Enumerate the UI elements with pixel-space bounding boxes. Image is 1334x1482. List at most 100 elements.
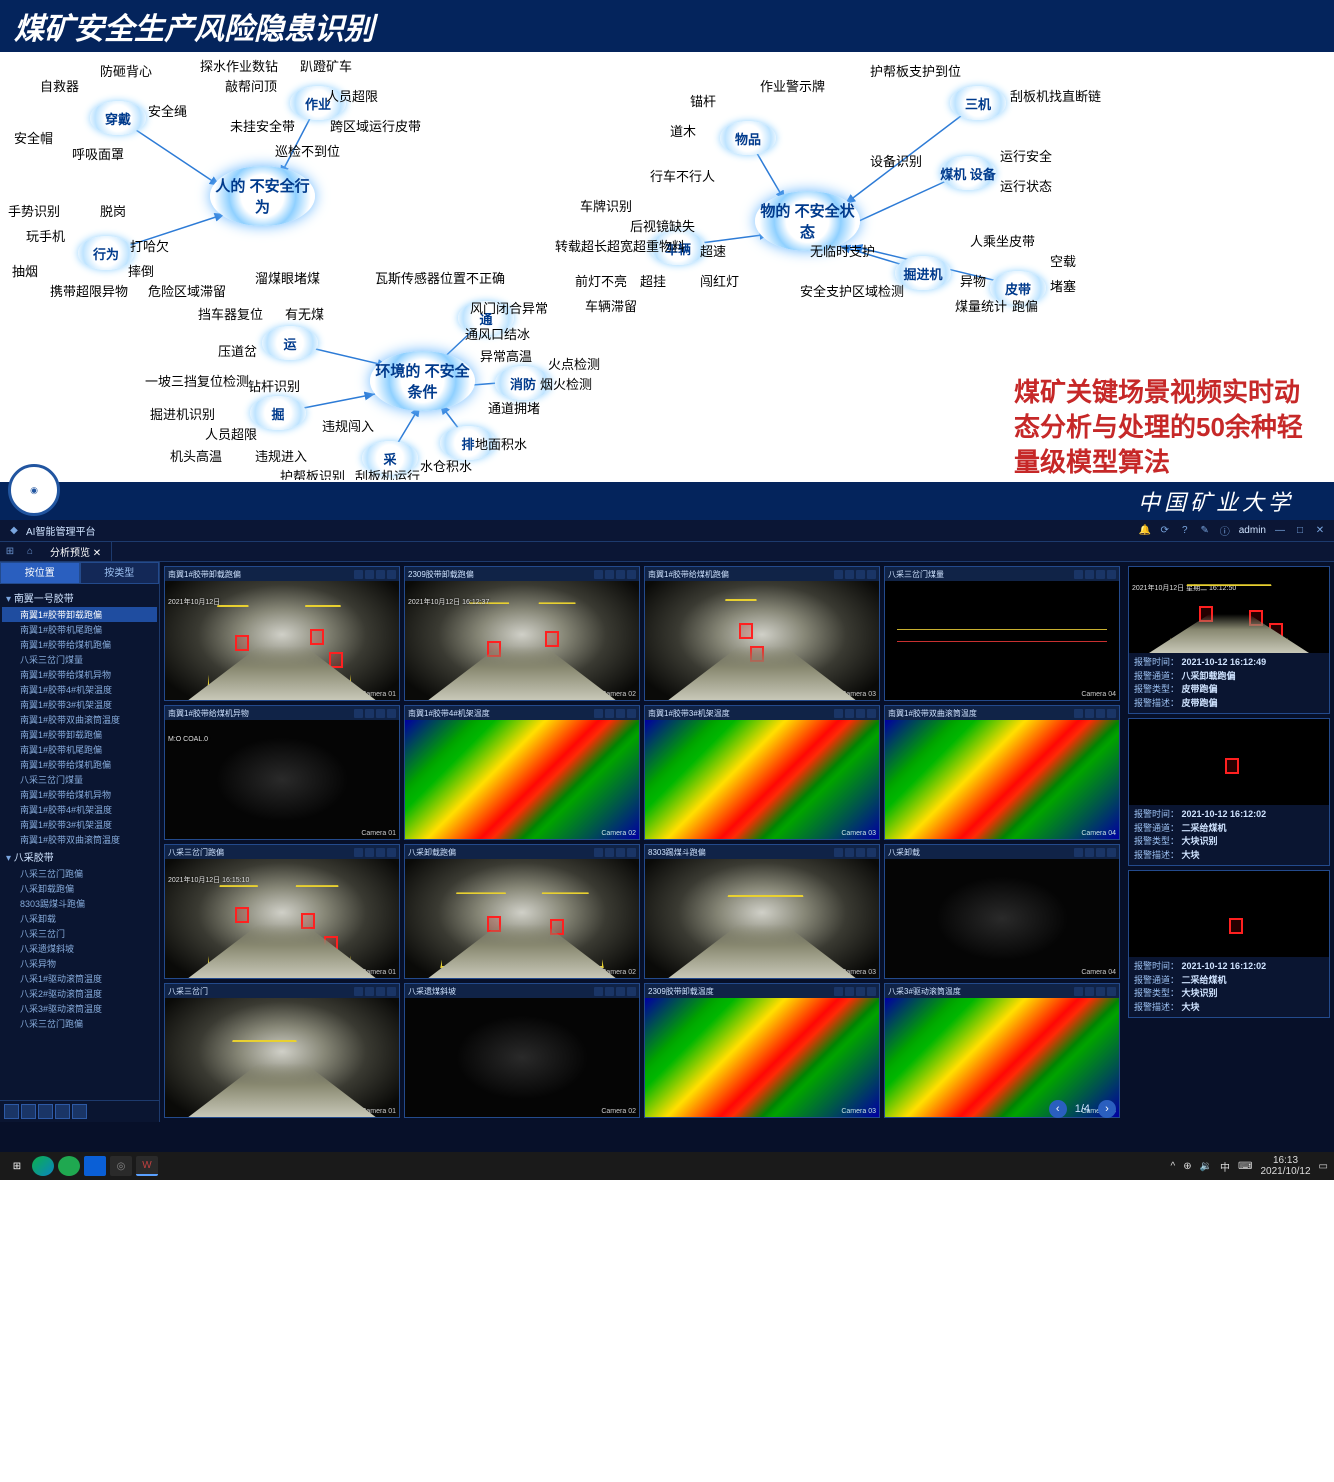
tree-item[interactable]: 南翼1#胶带给煤机异物	[2, 787, 157, 802]
camera-cell[interactable]: 八采三岔门跑偏2021年10月12日 16:15:10Camera 01	[164, 844, 400, 979]
leaf-50: 前灯不亮	[575, 271, 627, 290]
layout-btn-4[interactable]	[55, 1104, 70, 1119]
leaf-18: 携带超限异物	[50, 281, 128, 300]
tree-item[interactable]: 八采三岔门跑偏	[2, 1016, 157, 1031]
camera-title-bar: 南翼1#胶带双曲滚筒温度	[885, 706, 1119, 720]
layout-btn-5[interactable]	[72, 1104, 87, 1119]
leaf-19: 危险区域滞留	[148, 281, 226, 300]
camera-cell[interactable]: 八采三岔门煤量Camera 04	[884, 566, 1120, 701]
camera-cell[interactable]: 2309胶带卸载跑偏2021年10月12日 16:12:37Camera 02	[404, 566, 640, 701]
hub-h_act: 行为	[78, 236, 134, 270]
note-icon[interactable]: ✎	[1199, 525, 1211, 537]
side-tab-type[interactable]: 按类型	[80, 562, 160, 584]
help-icon[interactable]: ?	[1179, 525, 1191, 537]
tree-item[interactable]: 八采1#驱动滚筒温度	[2, 971, 157, 986]
camera-cell[interactable]: 南翼1#胶带双曲滚筒温度Camera 04	[884, 705, 1120, 840]
tray-keyboard-icon[interactable]: ⌨	[1238, 1161, 1252, 1172]
tree-item[interactable]: 南翼1#胶带机尾跑偏	[2, 622, 157, 637]
camera-cell[interactable]: 2309胶带卸载温度Camera 03	[644, 983, 880, 1118]
tab-analysis[interactable]: 分析预览 ✕	[40, 542, 112, 561]
tree-item[interactable]: 8303踢煤斗跑偏	[2, 896, 157, 911]
tree-item[interactable]: 南翼1#胶带4#机架温度	[2, 802, 157, 817]
home-icon[interactable]: ⌂	[20, 546, 40, 557]
tree-item[interactable]: 南翼1#胶带3#机架温度	[2, 817, 157, 832]
tree-group[interactable]: 南翼一号胶带	[2, 588, 157, 607]
taskbar-app-icon-3[interactable]: ◎	[110, 1156, 132, 1176]
camera-cell[interactable]: 八采三岔门Camera 01	[164, 983, 400, 1118]
tree-group[interactable]: 八采胶带	[2, 847, 157, 866]
tray-ime[interactable]: 中	[1220, 1159, 1230, 1174]
alert-card[interactable]: 2021年10月12日 星期二 16:12:50报警时间： 2021-10-12…	[1128, 566, 1330, 714]
user-label[interactable]: admin	[1239, 525, 1266, 536]
refresh-icon[interactable]: ⟳	[1159, 525, 1171, 537]
tree-item[interactable]: 南翼1#胶带双曲滚筒温度	[2, 832, 157, 847]
menu-icon[interactable]: ⊞	[0, 546, 20, 557]
bell-icon[interactable]: 🔔	[1139, 525, 1151, 537]
tree-item[interactable]: 南翼1#胶带3#机架温度	[2, 697, 157, 712]
tree-item[interactable]: 八采异物	[2, 956, 157, 971]
camera-cell[interactable]: 8303踢煤斗跑偏Camera 03	[644, 844, 880, 979]
camera-cell[interactable]: 八采遗煤斜坡Camera 02	[404, 983, 640, 1118]
leaf-38: 烟火检测	[540, 374, 592, 393]
leaf-40: 地面积水	[475, 434, 527, 453]
tree-item[interactable]: 八采三岔门	[2, 926, 157, 941]
slide-footer: 中国矿业大学	[0, 480, 1334, 520]
tree-item[interactable]: 南翼1#胶带卸载跑偏	[2, 607, 157, 622]
side-tab-location[interactable]: 按位置	[0, 562, 80, 584]
camera-cell[interactable]: 八采卸载Camera 04	[884, 844, 1120, 979]
tree-item[interactable]: 南翼1#胶带双曲滚筒温度	[2, 712, 157, 727]
camera-tree[interactable]: 南翼一号胶带南翼1#胶带卸载跑偏南翼1#胶带机尾跑偏南翼1#胶带给煤机跑偏八采三…	[0, 584, 159, 1100]
camera-cell[interactable]: 八采卸载跑偏Camera 02	[404, 844, 640, 979]
tree-item[interactable]: 南翼1#胶带给煤机异物	[2, 667, 157, 682]
tray-notifications-icon[interactable]: ▭	[1319, 1161, 1328, 1172]
minimize-icon[interactable]: —	[1274, 525, 1286, 537]
tray-clock[interactable]: 16:13 2021/10/12	[1260, 1155, 1310, 1177]
camera-cell[interactable]: 南翼1#胶带3#机架温度Camera 03	[644, 705, 880, 840]
taskbar-edge-icon[interactable]	[32, 1156, 54, 1176]
camera-cell[interactable]: 南翼1#胶带4#机架温度Camera 02	[404, 705, 640, 840]
camera-feed: Camera 03	[645, 720, 879, 839]
camera-cell[interactable]: 八采3#驱动滚筒温度Camera 04	[884, 983, 1120, 1118]
camera-title-bar: 8303踢煤斗跑偏	[645, 845, 879, 859]
layout-btn-3[interactable]	[38, 1104, 53, 1119]
pager-next[interactable]: ›	[1098, 1100, 1116, 1118]
leaf-16: 抽烟	[12, 261, 38, 280]
tree-item[interactable]: 八采3#驱动滚筒温度	[2, 1001, 157, 1016]
camera-feed: 2021年10月12日 16:12:37Camera 02	[405, 581, 639, 700]
leaf-11: 巡检不到位	[275, 141, 340, 160]
tree-item[interactable]: 八采三岔门煤量	[2, 772, 157, 787]
leaf-44: 作业警示牌	[760, 76, 825, 95]
tree-item[interactable]: 八采卸载跑偏	[2, 881, 157, 896]
layout-btn-1[interactable]	[4, 1104, 19, 1119]
tree-item[interactable]: 南翼1#胶带给煤机跑偏	[2, 757, 157, 772]
tree-item[interactable]: 八采2#驱动滚筒温度	[2, 986, 157, 1001]
tree-item[interactable]: 八采遗煤斜坡	[2, 941, 157, 956]
tray-chevron-icon[interactable]: ^	[1171, 1161, 1176, 1172]
tree-item[interactable]: 南翼1#胶带机尾跑偏	[2, 742, 157, 757]
start-button[interactable]: ⊞	[6, 1156, 28, 1176]
taskbar-app-icon-4[interactable]: W	[136, 1156, 158, 1176]
camera-cell[interactable]: 南翼1#胶带卸载跑偏2021年10月12日Camera 01	[164, 566, 400, 701]
close-icon[interactable]: ✕	[1314, 525, 1326, 537]
tray-volume-icon[interactable]: 🔉	[1200, 1161, 1212, 1172]
camera-title-bar: 南翼1#胶带卸载跑偏	[165, 567, 399, 581]
alert-card[interactable]: 报警时间： 2021-10-12 16:12:02报警通道： 二采给煤机报警类型…	[1128, 870, 1330, 1018]
layout-btn-2[interactable]	[21, 1104, 36, 1119]
leaf-33: 瓦斯传感器位置不正确	[375, 268, 505, 287]
camera-cell[interactable]: 南翼1#胶带给煤机跑偏Camera 03	[644, 566, 880, 701]
camera-cell[interactable]: 南翼1#胶带给煤机异物M:O COAL.0Camera 01	[164, 705, 400, 840]
taskbar-app-icon-2[interactable]	[84, 1156, 106, 1176]
tree-item[interactable]: 八采三岔门跑偏	[2, 866, 157, 881]
pager-prev[interactable]: ‹	[1049, 1100, 1067, 1118]
tree-item[interactable]: 八采卸载	[2, 911, 157, 926]
taskbar-app-icon-1[interactable]	[58, 1156, 80, 1176]
tree-item[interactable]: 南翼1#胶带4#机架温度	[2, 682, 157, 697]
maximize-icon[interactable]: □	[1294, 525, 1306, 537]
alert-card[interactable]: 报警时间： 2021-10-12 16:12:02报警通道： 二采给煤机报警类型…	[1128, 718, 1330, 866]
info-icon[interactable]: ⓘ	[1219, 525, 1231, 537]
tree-item[interactable]: 南翼1#胶带给煤机跑偏	[2, 637, 157, 652]
tab-close-icon[interactable]: ✕	[93, 548, 101, 559]
tray-network-icon[interactable]: ⊕	[1183, 1161, 1191, 1172]
tree-item[interactable]: 八采三岔门煤量	[2, 652, 157, 667]
tree-item[interactable]: 南翼1#胶带卸载跑偏	[2, 727, 157, 742]
